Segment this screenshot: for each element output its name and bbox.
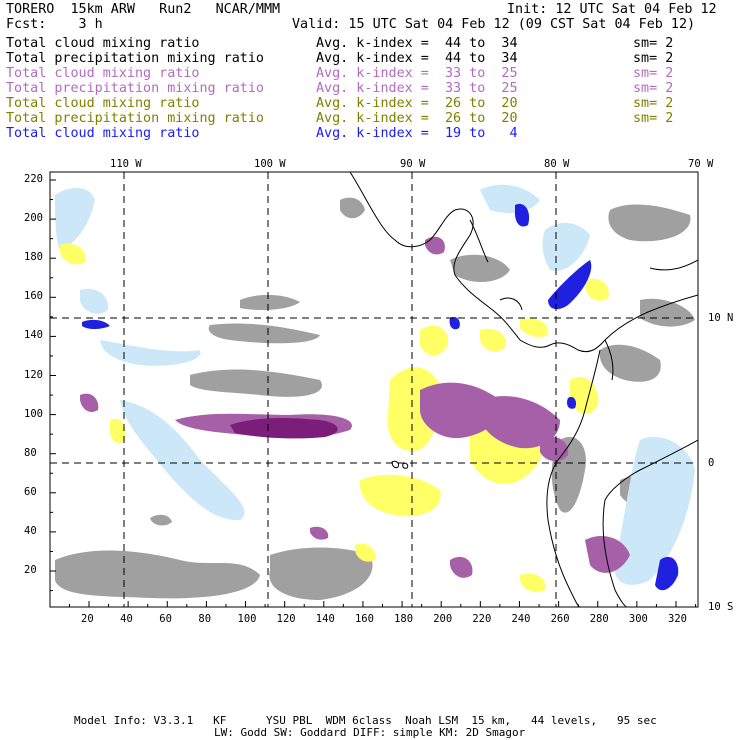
legend-k-index-label: Avg. k-index = (316, 96, 437, 111)
y-tick-label: 80 (24, 446, 37, 459)
legend-k-index-range: 26 to 20 (445, 96, 518, 111)
model-title: TORERO 15km ARW Run2 NCAR/MMM (6, 2, 281, 17)
legend-k-index-range: 33 to 25 (445, 66, 518, 81)
legend-field: Total precipitation mixing ratio (6, 111, 264, 126)
x-tick-label: 20 (81, 613, 94, 625)
y-tick-label: 200 (24, 212, 43, 225)
lon-label-110w: 110 W (110, 158, 142, 170)
legend-field: Total cloud mixing ratio (6, 66, 200, 81)
legend-smoothing: sm= 2 (633, 96, 674, 111)
physics-info: LW: Godd SW: Goddard DIFF: simple KM: 2D… (214, 726, 526, 739)
legend-k-index-range: 44 to 34 (445, 51, 518, 66)
legend-smoothing: sm= 2 (633, 36, 674, 51)
x-tick-label: 60 (159, 613, 172, 625)
x-tick-label: 200 (433, 613, 453, 625)
legend-k-index-label: Avg. k-index = (316, 51, 437, 66)
light-blue-shading (55, 184, 695, 585)
blue-core-shading (82, 203, 679, 591)
lat-label-10n: 10 N (708, 312, 734, 324)
y-tick-label: 140 (24, 329, 43, 342)
x-tick-label: 260 (550, 613, 570, 625)
y-tick-label: 20 (24, 564, 37, 576)
legend-field: Total cloud mixing ratio (6, 126, 200, 141)
legend-smoothing: sm= 2 (633, 51, 674, 66)
legend-field: Total precipitation mixing ratio (6, 51, 264, 66)
x-tick-label: 160 (354, 613, 374, 625)
legend-k-index-label: Avg. k-index = (316, 81, 437, 96)
x-tick-label: 120 (276, 613, 296, 625)
plot-frame (49, 171, 699, 608)
legend-field: Total cloud mixing ratio (6, 36, 200, 51)
legend-k-index-range: 44 to 34 (445, 36, 518, 51)
y-tick-label: 60 (24, 485, 37, 498)
legend-smoothing: sm= 2 (633, 81, 674, 96)
lat-label-10s: 10 S (708, 601, 734, 613)
y-tick-label: 40 (24, 524, 37, 537)
coastlines (349, 172, 698, 607)
lon-label-70w: 70 W (688, 158, 714, 170)
x-tick-label: 80 (198, 613, 212, 625)
x-tick-label: 280 (589, 613, 609, 625)
legend-k-index-range: 26 to 20 (445, 111, 518, 126)
y-tick-label: 180 (24, 251, 43, 264)
x-tick-label: 220 (472, 613, 492, 625)
dark-purple-core (230, 417, 338, 439)
legend-smoothing: sm= 2 (633, 66, 674, 81)
legend-k-index-label: Avg. k-index = (316, 111, 437, 126)
legend-field: Total cloud mixing ratio (6, 96, 200, 111)
x-tick-label: 300 (628, 613, 648, 625)
legend-smoothing: sm= 2 (633, 111, 674, 126)
yellow-shading (60, 243, 609, 592)
y-tick-label: 100 (24, 407, 43, 420)
lon-label-80w: 80 W (544, 158, 570, 170)
valid-time: Valid: 15 UTC Sat 04 Feb 12 (09 CST Sat … (292, 17, 696, 32)
legend-field: Total precipitation mixing ratio (6, 81, 264, 96)
forecast-hour: Fcst: 3 h (6, 17, 103, 32)
lat-lon-grid (50, 172, 698, 607)
field-layer (55, 184, 695, 600)
y-tick-label: 120 (24, 368, 43, 381)
legend-k-index-range: 33 to 25 (445, 81, 518, 96)
x-tick-label: 40 (120, 613, 133, 625)
legend-k-index-label: Avg. k-index = (316, 36, 437, 51)
legend-k-index-label: Avg. k-index = (316, 126, 437, 141)
lon-label-90w: 90 W (400, 158, 426, 170)
legend-k-index-range: 19 to 4 (445, 126, 518, 141)
gray-cloud-shading (55, 197, 695, 600)
x-tick-label: 180 (394, 613, 414, 625)
lon-label-100w: 100 W (254, 158, 286, 170)
x-tick-label: 320 (668, 613, 687, 625)
purple-shading (80, 236, 630, 578)
lat-label-0: 0 (708, 457, 715, 469)
x-tick-label: 240 (511, 613, 531, 625)
x-tick-label: 100 (237, 613, 257, 625)
tick-marks (50, 179, 697, 607)
init-time: Init: 12 UTC Sat 04 Feb 12 (507, 2, 717, 17)
model-info: Model Info: V3.3.1 KF YSU PBL WDM 6class… (74, 714, 657, 727)
x-tick-label: 140 (315, 613, 335, 625)
y-tick-label: 160 (24, 290, 43, 303)
legend-k-index-label: Avg. k-index = (316, 66, 437, 81)
y-tick-label: 220 (24, 173, 43, 185)
